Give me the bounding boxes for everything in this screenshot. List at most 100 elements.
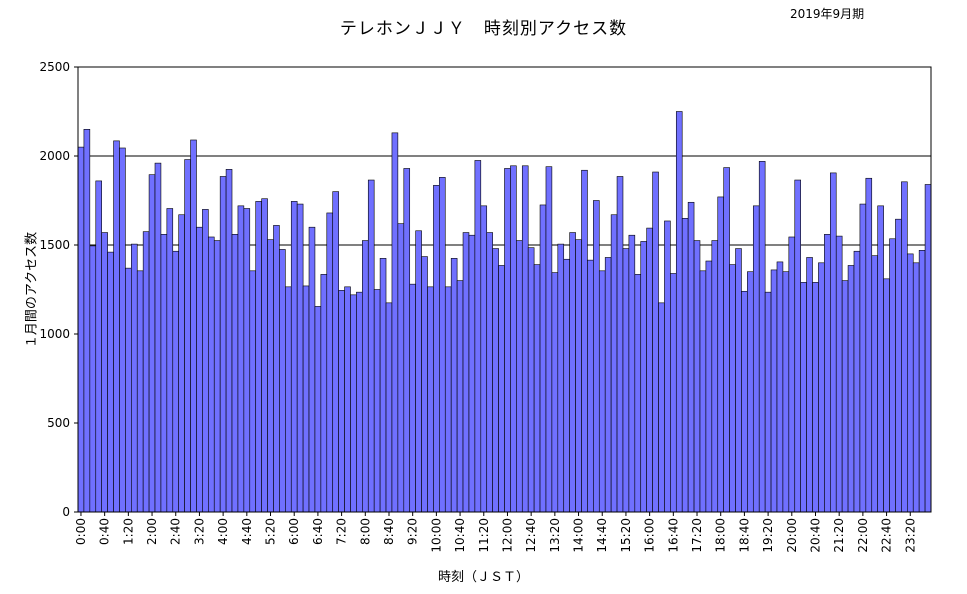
bar <box>735 248 742 513</box>
bar <box>113 140 120 513</box>
bar <box>664 220 671 513</box>
bar <box>924 184 932 513</box>
x-tick-label: 1:20 <box>121 518 135 545</box>
y-axis-label: １月間のアクセス数 <box>24 231 40 349</box>
bar <box>907 253 914 513</box>
bar <box>356 291 363 513</box>
bar <box>243 208 251 513</box>
chart-title: テレホンＪＪＹ 時刻別アクセス数 <box>339 19 628 39</box>
bar <box>563 258 570 513</box>
y-tick-label: 1500 <box>39 238 70 252</box>
bar <box>184 159 191 513</box>
x-tick-label: 2:00 <box>145 518 159 545</box>
bar <box>444 286 452 513</box>
bar <box>166 208 174 513</box>
x-tick-label: 23:20 <box>903 518 917 553</box>
bar <box>219 176 227 513</box>
bar <box>510 165 517 513</box>
bar <box>776 261 784 513</box>
bar <box>101 232 108 513</box>
bar <box>89 245 97 513</box>
y-tick-label: 2000 <box>39 149 70 163</box>
bar <box>616 176 624 513</box>
x-tick-label: 4:00 <box>216 518 230 545</box>
bar <box>847 265 855 513</box>
bar <box>213 240 221 513</box>
bar <box>379 258 387 513</box>
bar <box>148 174 156 513</box>
y-tick-label: 0 <box>62 505 70 519</box>
bar <box>83 129 91 513</box>
bar <box>362 240 369 513</box>
bar <box>717 196 724 513</box>
x-tick-label: 3:20 <box>192 518 206 545</box>
bar <box>818 262 825 513</box>
y-tick-label: 500 <box>47 416 70 430</box>
bar <box>516 240 523 513</box>
bar <box>693 240 701 513</box>
bar <box>433 185 440 513</box>
bar <box>670 273 677 513</box>
bar <box>824 234 831 513</box>
bar <box>575 239 582 513</box>
bar <box>747 271 754 513</box>
x-tick-label: 15:20 <box>619 518 633 553</box>
bar <box>681 218 689 513</box>
bar <box>628 234 636 513</box>
bar <box>634 274 642 513</box>
x-tick-label: 16:40 <box>666 518 680 553</box>
bar <box>835 235 843 513</box>
bar <box>486 232 493 513</box>
bar <box>468 234 476 513</box>
bar <box>593 200 600 513</box>
bar <box>320 274 328 513</box>
bar <box>267 239 274 513</box>
bar <box>729 264 736 513</box>
bar <box>279 249 286 513</box>
bar <box>415 230 422 513</box>
x-axis-label: 時刻（ＪＳＴ） <box>437 570 529 585</box>
bar <box>527 247 535 513</box>
bar <box>812 282 819 513</box>
bar <box>409 283 416 513</box>
bar <box>806 257 813 513</box>
period-label: 2019年9月期 <box>790 7 865 21</box>
bar <box>231 234 239 513</box>
bar <box>895 218 902 513</box>
bar <box>125 267 132 513</box>
bar <box>332 191 339 513</box>
y-tick-label: 1000 <box>39 327 70 341</box>
bar <box>237 205 245 513</box>
bar <box>871 255 878 513</box>
bar <box>154 162 162 513</box>
x-tick-label: 4:40 <box>240 518 254 545</box>
x-tick-label: 21:20 <box>832 518 846 553</box>
bar <box>723 167 730 513</box>
bar <box>545 166 553 513</box>
x-tick-label: 22:40 <box>880 518 894 553</box>
bar <box>119 147 126 513</box>
bar <box>587 259 594 513</box>
x-tick-label: 12:40 <box>524 518 538 553</box>
bar <box>883 278 890 513</box>
bar <box>770 269 778 513</box>
bar <box>622 248 630 513</box>
bar <box>480 205 488 513</box>
bar <box>314 306 322 513</box>
bar <box>646 227 653 513</box>
x-tick-label: 7:20 <box>335 518 349 545</box>
bar <box>178 214 185 513</box>
bar <box>403 168 411 513</box>
bar <box>397 223 405 513</box>
bar <box>877 205 884 513</box>
bar <box>581 169 588 513</box>
x-tick-label: 14:40 <box>595 518 609 553</box>
x-tick-label: 10:40 <box>453 518 467 553</box>
bar <box>521 165 529 513</box>
x-tick-label: 8:40 <box>382 518 396 545</box>
bar <box>225 169 233 513</box>
bar <box>172 250 179 513</box>
bar <box>456 280 464 513</box>
bar <box>901 181 908 513</box>
bar <box>249 270 256 513</box>
